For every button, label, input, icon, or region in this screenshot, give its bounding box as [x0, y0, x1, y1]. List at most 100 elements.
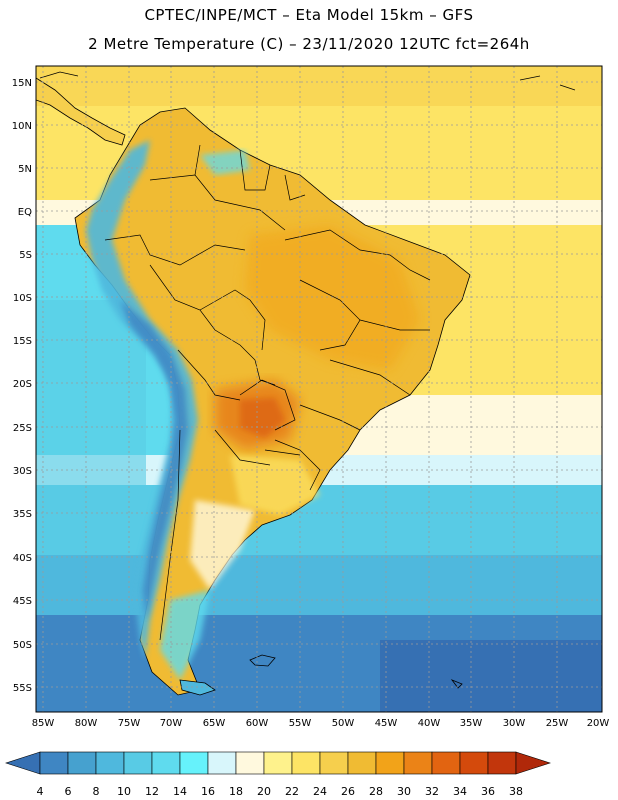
colorbar-label: 12 [145, 785, 159, 798]
border-segment [239, 379, 296, 431]
border-segment [199, 289, 266, 351]
colorbar-segment [235, 751, 265, 775]
map-field [36, 66, 602, 712]
pacific-light-strip [36, 300, 146, 500]
border-segment [329, 359, 411, 396]
lat-label: 10S [13, 293, 32, 304]
colorbar-segment [375, 751, 405, 775]
colorbar-segment [459, 751, 489, 775]
colorbar-segment [263, 751, 293, 775]
south-georgia-island [450, 679, 463, 689]
colorbar-segment [95, 751, 125, 775]
cool-region-south [160, 590, 210, 680]
lon-label: 75W [118, 718, 141, 729]
colorbar-label: 4 [37, 785, 44, 798]
lat-label: 30S [13, 466, 32, 477]
lat-label: 5S [19, 250, 32, 261]
ocean-band-mid [36, 555, 602, 615]
lon-label: 60W [246, 718, 269, 729]
graticule [36, 66, 602, 712]
map-title: CPTEC/INPE/MCT – Eta Model 15km – GFS [144, 6, 474, 24]
central-america-land [36, 77, 126, 146]
border-segment [214, 429, 271, 466]
colorbar-segment [431, 751, 461, 775]
border-segment [264, 449, 301, 456]
lat-label: 5N [18, 164, 32, 175]
hot-region-gran-chaco-core [240, 398, 285, 438]
lon-label: 25W [546, 718, 569, 729]
colorbar-label: 6 [65, 785, 72, 798]
caribbean-islands [39, 71, 576, 91]
border-segment [299, 404, 361, 431]
border-segment [359, 319, 430, 331]
falkland-islands [249, 654, 276, 667]
border-segment [274, 439, 321, 491]
colorbar-label: 36 [481, 785, 495, 798]
lon-label: 20W [587, 718, 610, 729]
colorbar-segment [151, 751, 181, 775]
colorbar-segment [403, 751, 433, 775]
lat-label: 25S [13, 423, 32, 434]
colorbar-segment [39, 751, 69, 775]
colorbar-segment [207, 751, 237, 775]
pale-region-patagonia [190, 500, 255, 590]
lon-label: 65W [203, 718, 226, 729]
tierra-del-fuego [179, 679, 216, 696]
lat-label: 40S [13, 553, 32, 564]
caribbean-warm [36, 66, 602, 106]
lat-label: 35S [13, 509, 32, 520]
lat-label: 10N [12, 121, 32, 132]
colorbar-label: 34 [453, 785, 467, 798]
longitude-labels: 85W 80W 75W 70W 65W 60W 55W 50W 45W 40W … [32, 718, 610, 729]
lon-label: 35W [460, 718, 483, 729]
andes-cold-ridge [86, 140, 198, 660]
lat-label: 15N [12, 78, 32, 89]
border-segment [149, 264, 276, 386]
colorbar-label: 14 [173, 785, 187, 798]
border-segment [239, 149, 271, 191]
colorbar-label: 22 [285, 785, 299, 798]
colorbar-label: 26 [341, 785, 355, 798]
border-segment [284, 229, 431, 281]
map-subtitle: 2 Metre Temperature (C) – 23/11/2020 12U… [88, 35, 530, 53]
lon-label: 70W [160, 718, 183, 729]
venezuela-cold-patch [200, 150, 250, 175]
colorbar-segment [487, 751, 517, 775]
colorbar-label: 16 [201, 785, 215, 798]
border-segment [194, 144, 201, 176]
ocean-band-deepest [380, 640, 602, 712]
colorbar-arrow-high [515, 751, 551, 775]
lon-label: 55W [289, 718, 312, 729]
colorbar-label: 38 [509, 785, 523, 798]
border-segment [177, 349, 241, 401]
colorbar-segment [291, 751, 321, 775]
andes-cold-core [120, 300, 188, 620]
lat-label: 45S [13, 596, 32, 607]
lat-label: 15S [13, 336, 32, 347]
border-segment [104, 234, 246, 266]
colorbar-label: 24 [313, 785, 327, 798]
lon-label: 80W [75, 718, 98, 729]
lon-label: 85W [32, 718, 55, 729]
border-segment [159, 429, 181, 641]
map-frame [35, 65, 603, 713]
colorbar-label: 32 [425, 785, 439, 798]
colorbar: 4 6 8 10 12 14 16 18 20 22 24 26 28 30 32 34 36 38 [5, 751, 551, 798]
colorbar-segment [123, 751, 153, 775]
lat-label: 55S [13, 683, 32, 694]
colorbar-label: 20 [257, 785, 271, 798]
lon-label: 45W [375, 718, 398, 729]
lat-label: 20S [13, 379, 32, 390]
colorbar-label: 28 [369, 785, 383, 798]
colorbar-label: 8 [93, 785, 100, 798]
hot-region-amazon [245, 225, 420, 370]
colorbar-segment [179, 751, 209, 775]
lon-label: 30W [503, 718, 526, 729]
lon-label: 40W [418, 718, 441, 729]
colorbar-label: 10 [117, 785, 131, 798]
colorbar-segment [347, 751, 377, 775]
latitude-labels: 15N 10N 5N EQ 5S 10S 15S 20S 25S 30S 35S… [12, 78, 32, 694]
colorbar-label: 30 [397, 785, 411, 798]
lat-label: EQ [18, 207, 32, 218]
